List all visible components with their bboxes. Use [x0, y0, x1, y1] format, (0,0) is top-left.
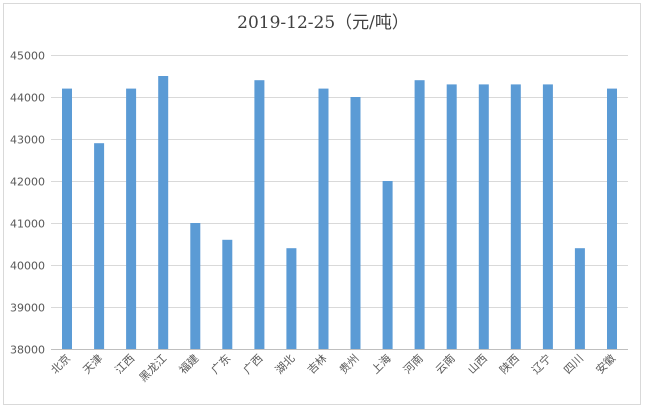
y-tick-label: 41000 — [10, 218, 45, 231]
x-tick-label: 广西 — [241, 352, 266, 377]
bar — [158, 76, 169, 349]
chart-title: 2019-12-25（元/吨） — [237, 13, 409, 33]
x-axis: 北京 天津 江西 黑龙江 福建 广东 广西 湖北 吉林 贵州 上海 河南 云南 山西 陕西 辽宁 四川 安徽 — [48, 349, 628, 385]
x-tick-label: 云南 — [433, 352, 458, 377]
x-tick-label: 上海 — [368, 351, 393, 376]
y-tick-label: 38000 — [10, 344, 45, 357]
x-tick-label: 吉林 — [304, 351, 329, 376]
x-tick-label: 贵州 — [337, 352, 362, 377]
bar — [350, 97, 361, 349]
x-tick-label: 河南 — [401, 352, 426, 377]
bar — [382, 181, 393, 349]
bar — [542, 84, 553, 350]
bar — [254, 80, 265, 349]
bar — [62, 88, 72, 349]
y-tick-label: 45000 — [10, 50, 45, 63]
x-tick-label: 陕西 — [496, 351, 521, 376]
x-tick-label: 北京 — [48, 351, 73, 376]
bar — [286, 248, 297, 349]
x-tick-label: 湖北 — [273, 352, 298, 377]
bar — [478, 84, 489, 350]
y-tick-label: 44000 — [10, 92, 45, 105]
bar — [607, 88, 617, 349]
x-tick-label: 天津 — [80, 352, 105, 377]
y-tick-label: 42000 — [10, 176, 45, 189]
x-tick-label: 黑龙江 — [137, 352, 170, 385]
y-tick-label: 39000 — [10, 302, 45, 315]
x-tick-label: 四川 — [561, 352, 586, 377]
bar — [126, 88, 137, 349]
bar — [94, 143, 105, 349]
bar — [446, 84, 457, 350]
bar — [574, 248, 585, 349]
bar — [318, 88, 329, 349]
bar — [190, 223, 201, 349]
bar — [510, 84, 521, 350]
gridlines — [51, 55, 628, 350]
y-tick-label: 43000 — [10, 134, 45, 147]
x-tick-label: 辽宁 — [529, 351, 554, 376]
bar — [222, 239, 233, 349]
bars — [62, 76, 617, 350]
bar — [414, 80, 425, 349]
y-tick-label: 40000 — [10, 260, 45, 273]
x-tick-label: 安徽 — [593, 351, 618, 376]
x-tick-label: 福建 — [176, 351, 201, 376]
x-tick-label: 江西 — [112, 352, 137, 377]
x-tick-label: 山西 — [465, 352, 490, 377]
y-axis: 38000 39000 40000 41000 42000 43000 44000 45000 — [10, 50, 45, 357]
x-tick-label: 广东 — [209, 352, 234, 377]
